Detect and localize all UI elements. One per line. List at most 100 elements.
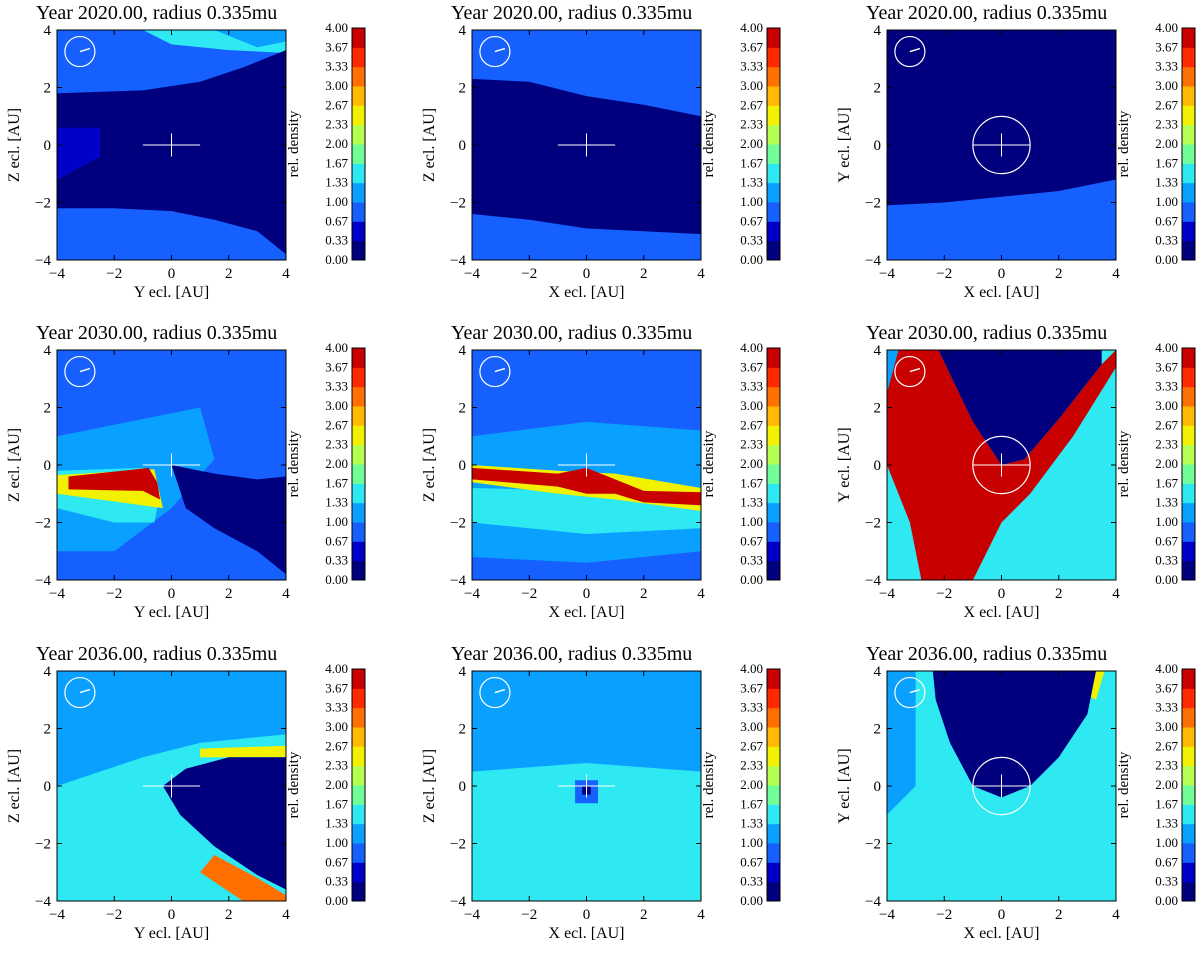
panel-title: Year 2020.00, radius 0.335mu — [866, 2, 1108, 24]
colorbar-swatch — [767, 444, 780, 465]
colorbar-tick-label: 2.33 — [740, 758, 763, 773]
x-tick-label: −2 — [521, 907, 537, 923]
y-tick-label: −2 — [35, 516, 51, 532]
colorbar-swatch — [767, 406, 780, 426]
colorbar-swatch — [1182, 804, 1195, 825]
x-tick-label: −2 — [106, 907, 122, 923]
colorbar-tick-label: 0.00 — [325, 572, 348, 587]
y-tick-label: 2 — [459, 401, 467, 417]
colorbar-tick-label: 3.33 — [1155, 700, 1178, 715]
y-tick-label: 2 — [459, 81, 467, 97]
colorbar-tick-label: 1.67 — [325, 796, 348, 811]
x-tick-label: −4 — [879, 907, 895, 923]
colorbar-swatch — [352, 804, 365, 825]
direction-arrow — [909, 688, 921, 694]
colorbar-swatch — [352, 746, 365, 767]
colorbar-tick-label: 1.67 — [740, 475, 763, 490]
colorbar-swatch — [1182, 502, 1195, 523]
y-axis-label: Z ecl. [AU] — [421, 108, 438, 182]
x-tick-label: −4 — [464, 266, 480, 282]
y-tick-label: 2 — [44, 401, 52, 417]
x-tick-label: 2 — [225, 586, 233, 602]
colorbar-tick-label: 2.67 — [1155, 738, 1178, 753]
x-tick-label: 0 — [168, 586, 176, 602]
x-tick-label: 0 — [998, 586, 1006, 602]
panel-0-2: Year 2020.00, radius 0.335mu −4 −4 −2 −2 0 0 2… — [830, 0, 1200, 318]
colorbar-swatch — [767, 47, 780, 68]
panel-2-2: Year 2036.00, radius 0.335mu −4 −4 −2 −2 0 0 2… — [830, 641, 1200, 959]
x-axis-label: X ecl. [AU] — [549, 604, 625, 621]
y-tick-label: −2 — [865, 516, 881, 532]
density-region — [932, 671, 1096, 798]
panel-1-0: Year 2030.00, radius 0.335mu −4 −4 −2 −2 0 0 2… — [0, 320, 400, 638]
y-tick-label: 4 — [874, 664, 882, 680]
colorbar-tick-label: 0.67 — [325, 854, 348, 869]
colorbar-swatch — [1182, 541, 1195, 562]
colorbar-swatch — [1182, 483, 1195, 504]
colorbar-swatch — [1182, 862, 1195, 883]
earth-orbit-circle — [972, 756, 1031, 816]
colorbar-tick-label: 0.67 — [740, 854, 763, 869]
colorbar-tick-label: 3.67 — [740, 680, 763, 695]
colorbar-swatch — [352, 240, 365, 261]
density-region — [57, 671, 286, 786]
density-field — [472, 350, 701, 580]
colorbar-swatch — [1182, 707, 1195, 728]
colorbar-tick-label: 1.00 — [325, 194, 348, 209]
colorbar-tick-label: 2.00 — [325, 777, 348, 792]
x-tick-label: 4 — [282, 266, 290, 282]
colorbar-swatch — [1182, 163, 1195, 184]
colorbar-tick-label: 0.67 — [1155, 213, 1178, 228]
colorbar-label: rel. density — [1116, 751, 1132, 818]
colorbar-frame — [766, 27, 781, 261]
heatmap-plot: −4−4 −2 −2 0 0 2 2 4 4 X ecl. [AU] Y ecl. [AU] 0.00… — [836, 340, 1196, 621]
colorbar-swatch — [352, 881, 365, 902]
x-tick-label: −2 — [936, 907, 952, 923]
x-axis-label: X ecl. [AU] — [964, 925, 1040, 942]
y-tick-label: −2 — [450, 196, 466, 212]
panel-2-0: Year 2036.00, radius 0.335mu −4 −4 −2 −2 0 0 2… — [0, 641, 400, 959]
colorbar-swatch — [1182, 386, 1195, 407]
direction-arrow — [79, 688, 91, 694]
colorbar-tick-label: 0.67 — [740, 213, 763, 228]
colorbar-tick-label: 2.33 — [1155, 117, 1178, 132]
y-axis-label: Z ecl. [AU] — [6, 428, 23, 502]
colorbar-tick-label: 4.00 — [740, 661, 763, 676]
colorbar-tick-label: 2.67 — [325, 97, 348, 112]
colorbar-tick-label: 0.33 — [1155, 233, 1178, 248]
colorbar-tick-label: 3.00 — [740, 398, 763, 413]
colorbar-swatch — [352, 688, 365, 709]
colorbar-tick-label: 1.33 — [1155, 816, 1178, 831]
colorbar-tick-label: 0.67 — [1155, 854, 1178, 869]
colorbar-swatch — [1182, 464, 1195, 484]
y-tick-label: 2 — [44, 81, 52, 97]
y-tick-label: −2 — [35, 196, 51, 212]
colorbar-tick-label: 1.33 — [1155, 495, 1178, 510]
x-tick-label: 2 — [640, 907, 648, 923]
colorbar-swatch — [767, 785, 780, 805]
colorbar-swatch — [352, 522, 365, 542]
heatmap-plot: −4−4 −2 −2 0 0 2 2 4 4 X ecl. [AU] Z ecl. [AU] 0.00… — [421, 20, 781, 301]
y-tick-label: 0 — [874, 138, 882, 154]
density-region — [472, 467, 701, 506]
colorbar-swatch — [767, 182, 780, 203]
colorbar-swatch — [352, 348, 365, 368]
colorbar-tick-label: 3.00 — [1155, 719, 1178, 734]
x-tick-label: 0 — [168, 907, 176, 923]
colorbar-swatch — [767, 483, 780, 504]
colorbar-tick-label: 0.00 — [325, 893, 348, 908]
colorbar-tick-label: 1.67 — [1155, 155, 1178, 170]
y-tick-label: 0 — [44, 779, 52, 795]
colorbar-tick-label: 1.00 — [325, 835, 348, 850]
heatmap-plot: −4−4 −2 −2 0 0 2 2 4 4 Y ecl. [AU] Z ecl. [AU] 0.00… — [6, 661, 366, 942]
y-tick-label: 4 — [874, 343, 882, 359]
panel-title: Year 2020.00, radius 0.335mu — [451, 2, 693, 24]
colorbar-tick-label: 1.33 — [325, 175, 348, 190]
x-axis-label: X ecl. [AU] — [964, 284, 1040, 301]
colorbar-swatch — [352, 406, 365, 426]
y-tick-label: 4 — [459, 23, 467, 39]
colorbar-tick-label: 0.67 — [1155, 533, 1178, 548]
x-tick-label: −4 — [49, 907, 65, 923]
y-tick-label: −4 — [450, 894, 466, 910]
